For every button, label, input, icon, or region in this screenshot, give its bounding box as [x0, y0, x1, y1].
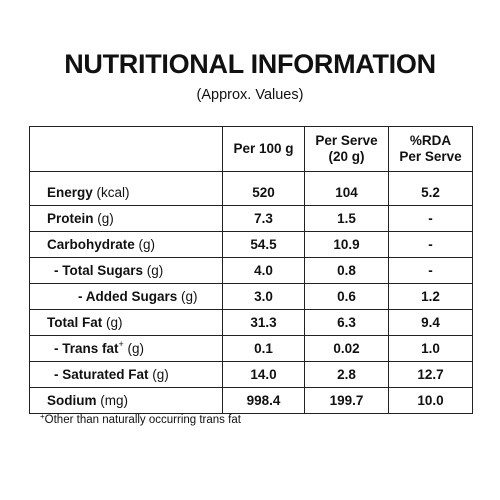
value-rda: 12.7 [388, 361, 473, 388]
row-label-protein: Protein (g) [29, 205, 223, 232]
header-per-100g-label: Per 100 g [233, 141, 294, 156]
value-rda: 1.0 [388, 335, 473, 362]
row-label-total-sugars: - Total Sugars (g) [29, 257, 223, 284]
nutrient-unit: (g) [181, 288, 198, 304]
nutrient-name: - Trans fat [54, 340, 119, 356]
footnote: +Other than naturally occurring trans fa… [40, 413, 241, 427]
header-blank [29, 126, 223, 172]
value-per-100g: 14.0 [222, 361, 305, 388]
table-row: Energy (kcal) 520 104 5.2 [29, 171, 473, 206]
value-per-serve: 1.5 [304, 205, 389, 232]
value-per-100g: 3.0 [222, 283, 305, 310]
nutrient-name: - Saturated Fat [54, 366, 149, 382]
row-label-added-sugars: - Added Sugars (g) [29, 283, 223, 310]
value-rda: 9.4 [388, 309, 473, 336]
row-label-trans-fat: - Trans fat+ (g) [29, 335, 223, 362]
nutrient-name: - Total Sugars [54, 262, 144, 278]
nutrient-unit: (g) [146, 262, 164, 278]
row-label-energy: Energy (kcal) [29, 171, 223, 206]
table-row: Total Fat (g) 31.3 6.3 9.4 [29, 309, 473, 336]
value-per-serve: 10.9 [304, 231, 389, 258]
page-subtitle: (Approx. Values) [196, 87, 304, 103]
value-rda: - [388, 231, 473, 258]
table-row: - Total Sugars (g) 4.0 0.8 - [29, 257, 473, 284]
nutrient-name: Sodium [47, 392, 97, 408]
footnote-text: Other than naturally occurring trans fat [44, 414, 241, 426]
table-row: Sodium (mg) 998.4 199.7 10.0 [29, 387, 473, 414]
value-rda: 10.0 [388, 387, 473, 414]
nutrient-unit: (g) [97, 210, 114, 226]
header-per-serve-line1: Per Serve [315, 133, 378, 148]
value-per-serve: 2.8 [304, 361, 389, 388]
nutrient-unit: (g) [127, 340, 145, 356]
footnote-marker: + [118, 338, 124, 349]
header-rda-line2: Per Serve [399, 149, 462, 164]
row-label-total-fat: Total Fat (g) [29, 309, 223, 336]
value-per-serve: 0.8 [304, 257, 389, 284]
value-per-100g: 54.5 [222, 231, 305, 258]
table-header-row: Per 100 g Per Serve (20 g) %RDA Per Serve [29, 126, 473, 172]
nutrient-name: Energy [47, 184, 93, 200]
nutrient-unit: (g) [138, 236, 156, 252]
value-per-100g: 4.0 [222, 257, 305, 284]
value-per-serve: 6.3 [304, 309, 389, 336]
header-rda: %RDA Per Serve [388, 126, 473, 172]
table-row: - Saturated Fat (g) 14.0 2.8 12.7 [29, 361, 473, 388]
nutrient-name: Protein [47, 210, 94, 226]
header-rda-line1: %RDA [409, 133, 452, 148]
table-row: - Trans fat+ (g) 0.1 0.02 1.0 [29, 335, 473, 362]
table-row: - Added Sugars (g) 3.0 0.6 1.2 [29, 283, 473, 310]
value-per-serve: 0.02 [304, 335, 389, 362]
footnote-marker: + [40, 412, 45, 421]
nutrient-name: - Added Sugars [78, 288, 178, 304]
table-row: Protein (g) 7.3 1.5 - [29, 205, 473, 232]
page-title: NUTRITIONAL INFORMATION [64, 49, 436, 79]
header-per-serve: Per Serve (20 g) [304, 126, 389, 172]
header-per-100g: Per 100 g [222, 126, 305, 172]
nutrient-unit: (mg) [100, 392, 129, 408]
value-per-100g: 998.4 [222, 387, 305, 414]
value-rda: 1.2 [388, 283, 473, 310]
value-per-100g: 0.1 [222, 335, 305, 362]
nutrient-unit: (g) [152, 366, 169, 382]
nutrient-name: Carbohydrate [47, 236, 135, 252]
value-rda: 5.2 [388, 171, 473, 206]
value-per-serve: 199.7 [304, 387, 389, 414]
value-per-100g: 7.3 [222, 205, 305, 232]
row-label-carbohydrate: Carbohydrate (g) [29, 231, 223, 258]
value-rda: - [388, 257, 473, 284]
table-row: Carbohydrate (g) 54.5 10.9 - [29, 231, 473, 258]
value-per-100g: 520 [222, 171, 305, 206]
nutrition-table: Per 100 g Per Serve (20 g) %RDA Per Serve … [29, 126, 473, 414]
nutrient-name: Total Fat [47, 314, 103, 330]
value-per-serve: 104 [304, 171, 389, 206]
value-per-100g: 31.3 [222, 309, 305, 336]
row-label-saturated-fat: - Saturated Fat (g) [29, 361, 223, 388]
nutrient-unit: (g) [106, 314, 123, 330]
value-rda: - [388, 205, 473, 232]
header-per-serve-line2: (20 g) [328, 149, 365, 164]
value-per-serve: 0.6 [304, 283, 389, 310]
row-label-sodium: Sodium (mg) [29, 387, 223, 414]
nutrient-unit: (kcal) [96, 184, 130, 200]
